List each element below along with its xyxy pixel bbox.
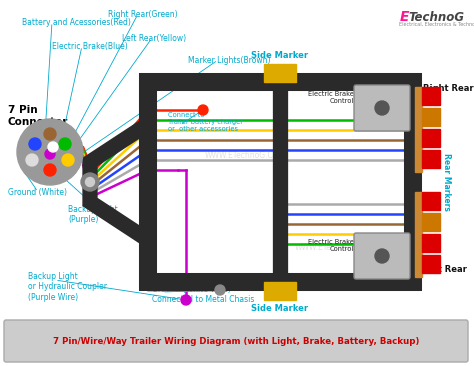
Circle shape bbox=[29, 138, 41, 150]
Bar bbox=[422, 213, 440, 231]
Text: Electric Brake(Blue): Electric Brake(Blue) bbox=[52, 42, 128, 51]
Text: Left Rear: Left Rear bbox=[423, 265, 467, 274]
Text: Backup Light
or Hydraulic Coupler
(Purple Wire): Backup Light or Hydraulic Coupler (Purpl… bbox=[28, 272, 107, 302]
Bar bbox=[422, 108, 440, 126]
FancyBboxPatch shape bbox=[354, 85, 410, 131]
Text: Side Marker: Side Marker bbox=[251, 51, 309, 60]
Circle shape bbox=[375, 249, 389, 263]
Text: 7 Pin
Connector: 7 Pin Connector bbox=[8, 105, 68, 127]
Bar bbox=[422, 192, 440, 210]
Text: Electrical, Electronics & Technology: Electrical, Electronics & Technology bbox=[399, 22, 474, 27]
Bar bbox=[422, 150, 440, 168]
Text: Side Marker: Side Marker bbox=[251, 304, 309, 313]
Circle shape bbox=[45, 149, 55, 159]
Circle shape bbox=[59, 138, 71, 150]
Bar bbox=[422, 87, 440, 105]
Bar bbox=[422, 255, 440, 273]
Circle shape bbox=[215, 285, 225, 295]
Circle shape bbox=[85, 178, 94, 187]
Text: Right Rear: Right Rear bbox=[423, 84, 474, 93]
Text: TechnoG: TechnoG bbox=[408, 11, 464, 24]
Circle shape bbox=[81, 173, 99, 191]
Circle shape bbox=[26, 154, 38, 166]
Text: Left Rear(Yellow): Left Rear(Yellow) bbox=[122, 34, 186, 43]
Text: Electric Brake
Control: Electric Brake Control bbox=[308, 91, 354, 104]
Text: Rear Markers: Rear Markers bbox=[443, 153, 452, 211]
Bar bbox=[422, 129, 440, 147]
Circle shape bbox=[375, 101, 389, 115]
Text: 7 Pin/Wire/Way Trailer Wiring Diagram (with Light, Brake, Battery, Backup): 7 Pin/Wire/Way Trailer Wiring Diagram (w… bbox=[53, 336, 419, 346]
Text: Connect to
Trailer battery charger
or  other accessories: Connect to Trailer battery charger or ot… bbox=[168, 112, 243, 132]
Circle shape bbox=[17, 119, 83, 185]
Circle shape bbox=[198, 105, 208, 115]
Circle shape bbox=[44, 164, 56, 176]
Text: Backup Light
(Purple): Backup Light (Purple) bbox=[68, 205, 118, 224]
FancyBboxPatch shape bbox=[4, 320, 468, 362]
Text: Right Rear(Green): Right Rear(Green) bbox=[108, 10, 178, 19]
Circle shape bbox=[44, 128, 56, 140]
Text: Ground (White Wire)
Connected to Metal Chasis: Ground (White Wire) Connected to Metal C… bbox=[152, 285, 255, 305]
Circle shape bbox=[62, 154, 74, 166]
Bar bbox=[415, 87, 422, 172]
Circle shape bbox=[181, 295, 191, 305]
Text: Battery and Acessories(Red): Battery and Acessories(Red) bbox=[22, 18, 131, 27]
Bar bbox=[264, 282, 296, 300]
Bar bbox=[264, 64, 296, 82]
Bar bbox=[415, 192, 422, 277]
FancyBboxPatch shape bbox=[354, 233, 410, 279]
Bar bbox=[422, 234, 440, 252]
Circle shape bbox=[48, 142, 58, 152]
Text: Ground (White): Ground (White) bbox=[8, 188, 67, 197]
Text: E: E bbox=[400, 10, 410, 24]
Text: Electric Brake
Control: Electric Brake Control bbox=[308, 239, 354, 252]
Text: WWW.ETechnoG.COM: WWW.ETechnoG.COM bbox=[204, 150, 286, 160]
Text: WWW.ETechnoG.COM: WWW.ETechnoG.COM bbox=[294, 243, 375, 253]
Text: Marker Lights(Brown): Marker Lights(Brown) bbox=[188, 56, 271, 65]
